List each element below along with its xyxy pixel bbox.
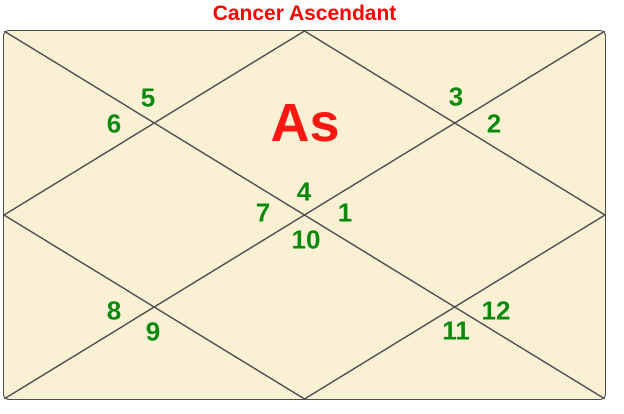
ascendant-label: As xyxy=(270,92,340,153)
rhombus-line xyxy=(4,31,605,399)
sign-number-label: 5 xyxy=(140,82,156,113)
chart-lines xyxy=(4,31,605,399)
north-indian-chart: As 5 6 3 2 4 7 1 10 8 9 11 12 xyxy=(3,30,606,400)
chart-title: Cancer Ascendant xyxy=(212,2,397,25)
sign-number-label: 6 xyxy=(106,108,122,139)
sign-number-label: 9 xyxy=(145,316,161,347)
sign-number-label: 1 xyxy=(337,197,353,228)
sign-number-label: 7 xyxy=(255,197,271,228)
sign-number-label: 10 xyxy=(291,224,321,255)
sign-number-label: 11 xyxy=(442,315,470,346)
sign-number-label: 12 xyxy=(481,295,511,326)
sign-number-label: 2 xyxy=(486,108,502,139)
sign-number-label: 8 xyxy=(106,295,122,326)
sign-number-label: 4 xyxy=(296,176,312,207)
sign-number-label: 3 xyxy=(448,81,464,112)
diagonal-line xyxy=(4,31,605,399)
